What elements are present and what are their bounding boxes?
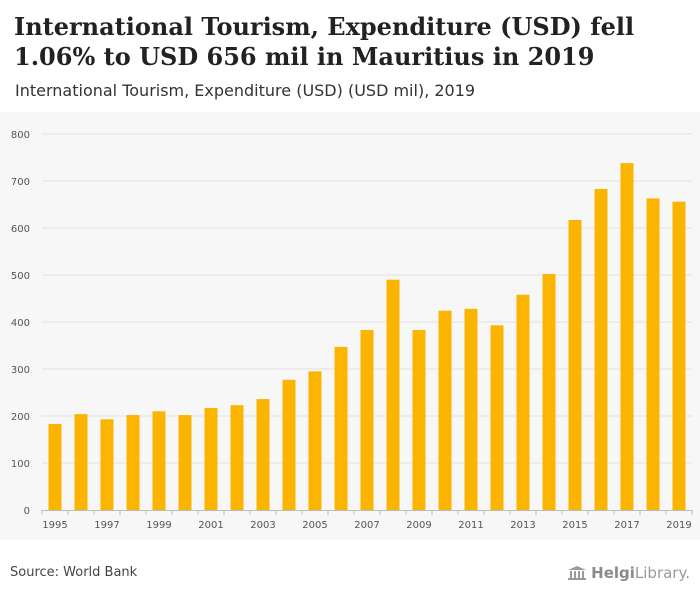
bar-2010 [438,310,452,510]
brand-name: HelgiLibrary. [591,564,690,582]
x-tick-label: 1997 [94,520,119,531]
bar-2015 [568,220,582,510]
bar-2001 [204,408,218,510]
bar-chart: 0 100 200 300 400 500 600 700 800 1995 1997 1999 200… [11,130,693,531]
bar-1996 [74,414,88,510]
brand-name-rest: Library [634,564,686,582]
chart-title: International Tourism, Expenditure (USD)… [14,12,635,71]
y-tick-label: 200 [11,412,30,423]
x-tick-label: 2001 [198,520,223,531]
x-tick-label: 1999 [146,520,171,531]
bar-2014 [542,274,556,510]
x-tick-label: 2009 [406,520,431,531]
x-tick-label: 2013 [510,520,535,531]
y-tick-label: 700 [11,177,30,188]
y-tick-label: 500 [11,271,30,282]
x-tick-label: 2015 [562,520,587,531]
bar-2013 [516,294,530,510]
bar-2002 [230,405,244,510]
y-tick-label: 600 [11,224,30,235]
brand-name-dot: . [685,564,690,582]
bar-1999 [152,411,166,510]
x-tick-label: 2019 [666,520,691,531]
bar-2000 [178,415,192,510]
chart-header: International Tourism, Expenditure (USD)… [0,0,700,112]
bar-1997 [100,419,114,510]
bar-2005 [308,371,322,510]
bar-2017 [620,163,634,510]
bar-1995 [48,423,62,510]
chart-subtitle: International Tourism, Expenditure (USD)… [15,81,476,100]
y-tick-label: 0 [24,506,30,517]
bar-1998 [126,415,140,510]
y-tick-label: 300 [11,365,30,376]
plot-background [0,112,700,540]
source-note: Source: World Bank [10,565,138,580]
bar-2008 [386,279,400,510]
x-tick-label: 2011 [458,520,483,531]
bar-2003 [256,399,270,510]
x-tick-label: 2007 [354,520,379,531]
x-tick-label: 2003 [250,520,275,531]
chart-footer [0,540,700,596]
y-tick-label: 800 [11,130,30,141]
x-tick-label: 1995 [42,520,67,531]
bar-2018 [646,198,660,510]
bar-2009 [412,329,426,510]
x-tick-label: 2005 [302,520,327,531]
bar-2011 [464,308,478,510]
brand-name-bold: Helgi [591,564,635,582]
bar-2016 [594,188,608,511]
library-building-icon [568,566,587,580]
bar-2012 [490,325,504,510]
brand-logo[interactable]: HelgiLibrary. [567,563,690,583]
y-tick-label: 400 [11,318,30,329]
bar-2007 [360,329,374,510]
bar-2004 [282,379,296,510]
y-tick-label: 100 [11,459,30,470]
bar-2006 [334,346,348,510]
bar-2019 [672,201,686,510]
x-tick-label: 2017 [614,520,639,531]
